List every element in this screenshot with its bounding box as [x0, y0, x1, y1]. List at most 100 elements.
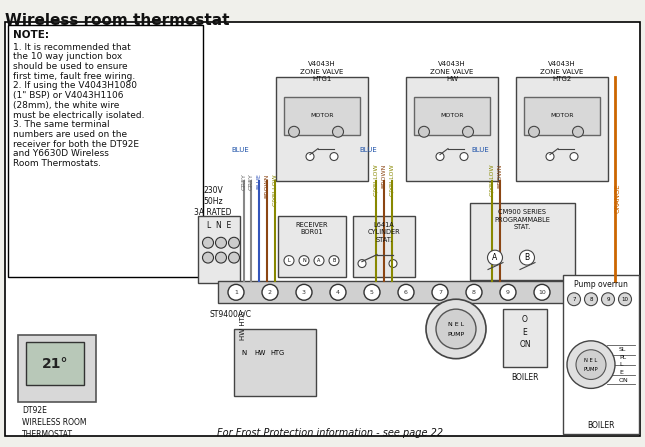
Text: 8: 8 [590, 297, 593, 302]
Text: receiver for both the DT92E: receiver for both the DT92E [13, 140, 139, 149]
Text: For Frost Protection information - see page 22: For Frost Protection information - see p… [217, 428, 443, 438]
Text: BLUE: BLUE [231, 147, 249, 152]
Text: 21°: 21° [42, 357, 68, 371]
Bar [284, 97, 360, 135]
Text: DT92E
WIRELESS ROOM
THERMOSTAT: DT92E WIRELESS ROOM THERMOSTAT [22, 406, 86, 439]
Circle shape [296, 284, 312, 300]
Text: 7: 7 [438, 290, 442, 295]
Circle shape [333, 127, 344, 137]
Circle shape [570, 152, 578, 160]
Circle shape [436, 152, 444, 160]
Text: 1: 1 [234, 290, 238, 295]
Bar [563, 275, 639, 434]
Circle shape [602, 293, 615, 306]
Circle shape [215, 252, 226, 263]
Circle shape [619, 293, 631, 306]
Text: L  N  E: L N E [207, 221, 231, 230]
Text: HTG: HTG [270, 350, 284, 356]
Bar [218, 282, 566, 303]
Bar [8, 25, 203, 278]
Text: 4: 4 [336, 290, 340, 295]
Text: ST9400A/C: ST9400A/C [210, 309, 252, 318]
Text: HW: HW [254, 350, 266, 356]
Circle shape [215, 237, 226, 248]
Text: B: B [524, 253, 530, 262]
Text: 230V
50Hz
3A RATED: 230V 50Hz 3A RATED [194, 186, 232, 218]
Bar [276, 77, 368, 181]
Text: BOILER: BOILER [587, 421, 615, 430]
Text: 8: 8 [472, 290, 476, 295]
Circle shape [228, 252, 239, 263]
Text: and Y6630D Wireless: and Y6630D Wireless [13, 149, 109, 158]
Circle shape [519, 250, 535, 265]
Text: N E L: N E L [448, 322, 464, 328]
Text: MOTOR: MOTOR [310, 114, 333, 118]
Text: G/YELLOW: G/YELLOW [373, 164, 379, 196]
Circle shape [436, 309, 476, 349]
Bar [278, 216, 346, 278]
Text: 9: 9 [506, 290, 510, 295]
Text: A: A [317, 258, 321, 263]
Text: SL
PL
L
E
ON: SL PL L E ON [619, 347, 629, 383]
Text: numbers are used on the: numbers are used on the [13, 130, 127, 139]
Circle shape [460, 152, 468, 160]
Text: N: N [241, 350, 246, 356]
Text: PUMP: PUMP [584, 367, 599, 372]
Text: Room Thermostats.: Room Thermostats. [13, 159, 101, 168]
Circle shape [567, 341, 615, 388]
Text: N E L: N E L [584, 358, 598, 363]
Text: must be electrically isolated.: must be electrically isolated. [13, 110, 144, 120]
Text: N: N [302, 258, 306, 263]
Bar [516, 77, 608, 181]
Text: BROWN: BROWN [381, 164, 386, 188]
Bar [18, 335, 96, 402]
Circle shape [432, 284, 448, 300]
Text: 1. It is recommended that: 1. It is recommended that [13, 42, 131, 51]
Circle shape [568, 293, 580, 306]
Circle shape [330, 284, 346, 300]
Circle shape [546, 152, 554, 160]
Text: 6: 6 [404, 290, 408, 295]
Circle shape [500, 284, 516, 300]
Circle shape [228, 284, 244, 300]
Circle shape [364, 284, 380, 300]
Text: 7: 7 [572, 297, 576, 302]
Circle shape [299, 256, 309, 266]
Text: G/YELLOW: G/YELLOW [490, 164, 495, 196]
Bar [26, 342, 84, 385]
Bar [198, 216, 240, 283]
Bar [503, 309, 547, 367]
Text: V4043H
ZONE VALVE
HW: V4043H ZONE VALVE HW [430, 61, 473, 82]
Text: BLUE: BLUE [471, 147, 489, 152]
Text: G/YELLOW: G/YELLOW [272, 173, 277, 206]
Circle shape [488, 250, 502, 265]
Text: Wireless room thermostat: Wireless room thermostat [5, 13, 230, 28]
Circle shape [358, 260, 366, 267]
Circle shape [284, 256, 294, 266]
Text: 3. The same terminal: 3. The same terminal [13, 120, 110, 129]
Circle shape [466, 284, 482, 300]
Circle shape [426, 299, 486, 358]
Text: BLUE: BLUE [257, 173, 261, 189]
Text: BLUE: BLUE [359, 147, 377, 152]
Circle shape [584, 293, 597, 306]
Text: GREY: GREY [241, 173, 246, 190]
Bar [234, 329, 316, 396]
Text: A: A [492, 253, 498, 262]
Text: L: L [288, 258, 290, 263]
Text: ORANGE: ORANGE [615, 183, 621, 213]
Circle shape [576, 350, 606, 380]
Text: V4043H
ZONE VALVE
HTG2: V4043H ZONE VALVE HTG2 [541, 61, 584, 82]
Text: first time, fault free wiring.: first time, fault free wiring. [13, 72, 135, 81]
Circle shape [398, 284, 414, 300]
Text: BROWN: BROWN [264, 173, 270, 198]
Circle shape [203, 237, 213, 248]
Text: HW HTG: HW HTG [240, 311, 246, 340]
Text: GREY: GREY [248, 173, 253, 190]
Circle shape [306, 152, 314, 160]
Text: (28mm), the white wire: (28mm), the white wire [13, 101, 119, 110]
Text: 3: 3 [302, 290, 306, 295]
Text: B: B [332, 258, 335, 263]
Text: L641A
CYLINDER
STAT.: L641A CYLINDER STAT. [368, 222, 401, 243]
Text: CM900 SERIES
PROGRAMMABLE
STAT.: CM900 SERIES PROGRAMMABLE STAT. [494, 209, 550, 230]
